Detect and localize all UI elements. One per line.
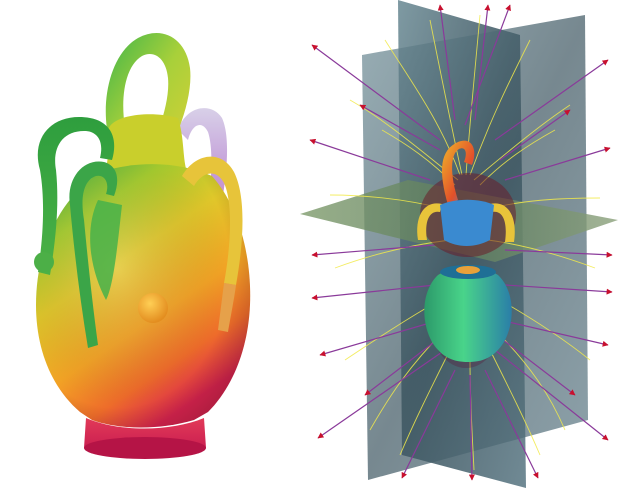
vase-side-handles: [417, 203, 442, 240]
vase-neck: [104, 114, 188, 180]
vector-field-vase-image: [300, 0, 618, 488]
vase-left-knob: [34, 252, 54, 272]
rainbow-vase-image: [34, 32, 251, 459]
vase-top-handle: [442, 140, 475, 205]
vase-body-surface: [424, 268, 512, 362]
vase-front-knob: [138, 293, 168, 323]
vase-upper-neck: [440, 199, 494, 246]
vector-arrows: [309, 4, 613, 481]
vase-right-handle: [182, 156, 243, 285]
